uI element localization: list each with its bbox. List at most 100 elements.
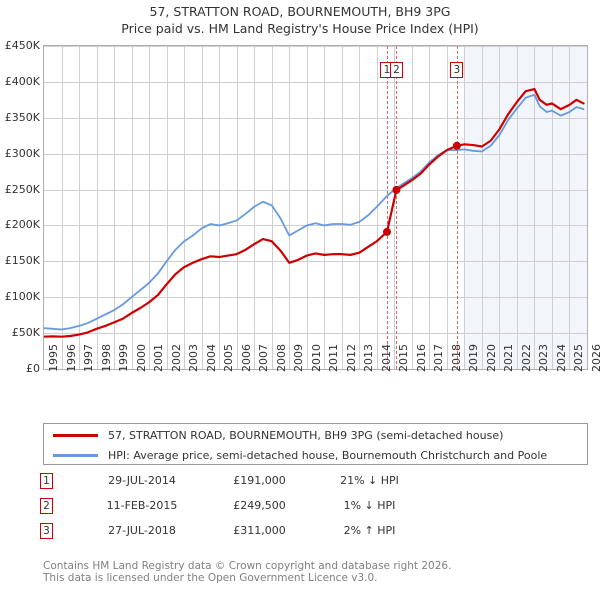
marker-dashed-line-3 xyxy=(456,46,458,369)
y-axis-tick-label: £200K xyxy=(4,218,40,232)
gridline-vertical xyxy=(587,46,588,369)
x-axis-tick-label: 2001 xyxy=(152,344,166,372)
gridline-horizontal xyxy=(44,297,587,299)
title-line-address: 57, STRATTON ROAD, BOURNEMOUTH, BH9 3PG xyxy=(149,4,451,19)
x-axis-tick-label: 2014 xyxy=(379,344,393,372)
y-axis-tick-label: £300K xyxy=(4,146,40,160)
y-axis-tick-label: £400K xyxy=(4,74,40,88)
chart-plot-area[interactable] xyxy=(43,45,588,370)
x-axis-tick-label: 2024 xyxy=(554,344,568,372)
y-axis-tick-label: £250K xyxy=(4,182,40,196)
x-axis-tick-label: 1999 xyxy=(117,344,131,372)
legend-item-label: 57, STRATTON ROAD, BOURNEMOUTH, BH9 3PG … xyxy=(108,429,504,442)
gridline-vertical xyxy=(551,46,553,369)
x-axis-tick-label: 2005 xyxy=(222,344,236,372)
legend-item-label: HPI: Average price, semi-detached house,… xyxy=(108,449,548,462)
x-axis-tick-label: 2018 xyxy=(449,344,463,372)
legend-color-swatch xyxy=(53,434,98,437)
gridline-vertical xyxy=(306,46,308,369)
marker-dashed-line-2 xyxy=(396,46,398,369)
gridline-vertical xyxy=(201,46,203,369)
x-axis-tick-label: 2008 xyxy=(274,344,288,372)
x-axis-tick-label: 2022 xyxy=(519,344,533,372)
transaction-date: 29-JUL-2014 xyxy=(108,474,176,487)
chart-marker-badge-3[interactable]: 3 xyxy=(450,62,464,78)
chart-marker-badge-2[interactable]: 2 xyxy=(389,62,403,78)
transaction-hpi-delta: 21% ↓ HPI xyxy=(340,474,399,487)
transaction-date: 27-JUL-2018 xyxy=(108,524,176,537)
y-axis-tick-label: £150K xyxy=(4,254,40,268)
x-axis-tick-label: 2010 xyxy=(309,344,323,372)
transaction-badge: 2 xyxy=(40,498,53,514)
x-axis-tick-label: 1995 xyxy=(47,344,60,372)
y-axis-tick-label: £50K xyxy=(11,326,40,340)
y-axis-tick-label: £100K xyxy=(4,290,40,304)
transaction-hpi-delta: 1% ↓ HPI xyxy=(343,499,396,512)
legend-item: HPI: Average price, semi-detached house,… xyxy=(44,445,587,466)
x-axis-tick-label: 2003 xyxy=(187,344,201,372)
gridline-vertical xyxy=(481,46,483,369)
table-row[interactable]: 3 27-JUL-2018 £311,000 2% ↑ HPI xyxy=(40,522,560,547)
series-line xyxy=(44,93,585,331)
gridline-vertical xyxy=(341,46,343,369)
gridline-vertical xyxy=(446,46,448,369)
x-axis-tick-label: 2013 xyxy=(362,344,376,372)
x-axis-tick-label: 2002 xyxy=(169,344,183,372)
transaction-date: 11-FEB-2015 xyxy=(106,499,178,512)
gridline-vertical xyxy=(324,46,326,369)
x-axis-tick-label: 2019 xyxy=(467,344,481,372)
gridline-vertical xyxy=(499,46,501,369)
gridline-horizontal xyxy=(44,333,587,335)
transactions-table: 1 29-JUL-2014 £191,000 21% ↓ HPI 2 11-FEB-201… xyxy=(40,472,560,547)
table-row[interactable]: 1 29-JUL-2014 £191,000 21% ↓ HPI xyxy=(40,472,560,497)
gridline-vertical xyxy=(184,46,186,369)
x-axis-tick-label: 2026 xyxy=(590,344,600,372)
transaction-hpi-delta: 2% ↑ HPI xyxy=(343,524,396,537)
footer-attribution: Contains HM Land Registry data © Crown c… xyxy=(43,560,588,584)
x-axis-tick-label: 2012 xyxy=(344,344,358,372)
gridline-vertical xyxy=(79,46,81,369)
gridline-horizontal xyxy=(44,225,587,227)
transaction-point-3[interactable] xyxy=(452,141,461,150)
x-axis-tick-label: 2009 xyxy=(292,344,306,372)
table-row[interactable]: 2 11-FEB-2015 £249,500 1% ↓ HPI xyxy=(40,497,560,522)
x-axis-tick-label: 2017 xyxy=(432,344,446,372)
gridline-horizontal xyxy=(44,153,587,155)
marker-dashed-line-1 xyxy=(386,46,388,369)
x-axis-tick-label: 2007 xyxy=(257,344,271,372)
x-axis-tick-label: 2004 xyxy=(204,344,218,372)
transaction-price: £249,500 xyxy=(233,499,286,512)
x-axis-tick-label: 2020 xyxy=(484,344,498,372)
legend-item: 57, STRATTON ROAD, BOURNEMOUTH, BH9 3PG … xyxy=(44,425,587,446)
x-axis-tick-label: 1997 xyxy=(82,344,96,372)
transaction-point-1[interactable] xyxy=(382,227,391,236)
legend-color-swatch xyxy=(53,454,98,457)
gridline-horizontal xyxy=(44,117,587,119)
footer-line-2: This data is licensed under the Open Gov… xyxy=(43,572,378,584)
gridline-vertical xyxy=(411,46,413,369)
x-axis-tick-label: 2015 xyxy=(397,344,411,372)
gridline-vertical xyxy=(569,46,571,369)
title-line-subtitle: Price paid vs. HM Land Registry's House … xyxy=(121,21,479,36)
future-projection-shading xyxy=(464,46,587,369)
y-axis-tick-label: £0 xyxy=(26,362,40,375)
x-axis-tick-label: 2021 xyxy=(502,344,516,372)
x-axis-tick-label: 2023 xyxy=(537,344,551,372)
x-axis-tick-label: 2000 xyxy=(134,344,148,372)
gridline-vertical xyxy=(131,46,133,369)
gridline-vertical xyxy=(516,46,518,369)
footer-line-1: Contains HM Land Registry data © Crown c… xyxy=(43,560,452,572)
gridline-vertical xyxy=(149,46,151,369)
series-line xyxy=(44,87,585,338)
gridline-vertical xyxy=(96,46,98,369)
y-axis-tick-label: £450K xyxy=(4,39,40,52)
transaction-point-2[interactable] xyxy=(392,185,401,194)
x-axis-tick-label: 1998 xyxy=(99,344,113,372)
gridline-horizontal xyxy=(44,261,587,263)
transaction-badge: 1 xyxy=(40,473,53,489)
gridline-vertical xyxy=(464,46,466,369)
gridline-horizontal xyxy=(44,81,587,83)
transaction-price: £311,000 xyxy=(233,524,286,537)
gridline-vertical xyxy=(429,46,431,369)
y-axis-tick-label: £350K xyxy=(4,110,40,124)
